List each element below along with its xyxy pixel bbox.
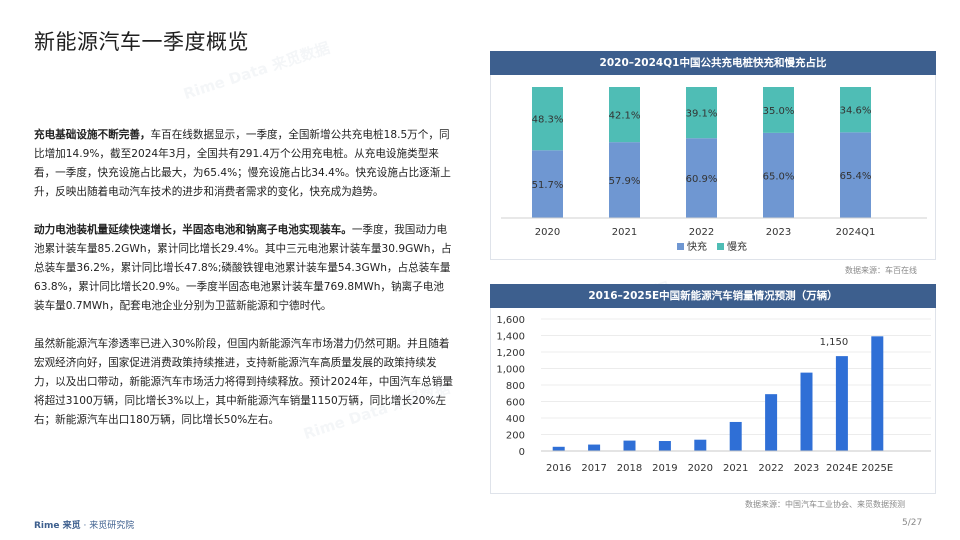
x-tick-label: 2020: [535, 227, 560, 238]
chart-sales-title: 2016–2025E中国新能源汽车销量情况预测（万辆）: [490, 284, 936, 308]
chart-sales-forecast: 0 200 400 600 800 1,000 1,200 1,400 1,600 2016 201…: [496, 315, 931, 474]
paragraph-body: 虽然新能源汽车渗透率已进入30%阶段，但国内新能源汽车市场潜力仍然可期。并且随着…: [34, 338, 453, 426]
x-tick-label: 2017: [581, 463, 606, 474]
chart-charging-panel: 51.7% 48.3% 2020 57.9% 42.1% 2021 60.9% 39.1% 20…: [490, 75, 936, 260]
bar-slow-charge: [609, 87, 640, 143]
chart-sales-source: 数据来源：中国汽车工业协会、来觅数据预测: [745, 500, 905, 509]
legend-swatch-slow: [717, 243, 724, 250]
x-tick-label: 2021: [612, 227, 637, 238]
bar-fast-charge: [532, 150, 563, 218]
paragraph-body: 一季度，我国动力电池累计装车量85.2GWh，累计同比增长29.4%。其中三元电…: [34, 224, 452, 312]
bar-sales: [729, 421, 742, 451]
x-tick-label: 2022: [758, 463, 783, 474]
bar-slow-charge: [763, 87, 794, 133]
bar-sales: [694, 439, 707, 451]
x-tick-label: 2022: [689, 227, 714, 238]
bar-fast-charge: [686, 138, 717, 218]
y-tick-label: 1,400: [496, 332, 525, 343]
y-tick-label: 400: [506, 414, 525, 425]
chart-sales-panel: 0 200 400 600 800 1,000 1,200 1,400 1,600 2016 201…: [490, 308, 936, 494]
y-tick-label: 0: [519, 447, 525, 458]
y-tick-label: 600: [506, 398, 525, 409]
bar-sales: [871, 336, 884, 451]
bar-sales: [588, 444, 601, 451]
x-tick-label: 2016: [546, 463, 571, 474]
chart-charging-source: 数据来源：车百在线: [845, 266, 917, 275]
bar-slow-charge: [686, 87, 717, 139]
x-tick-label: 2023: [794, 463, 819, 474]
x-tick-label: 2023: [766, 227, 791, 238]
x-tick-label: 2020: [688, 463, 713, 474]
legend-swatch-fast: [677, 243, 684, 250]
footer-institute: 来觅研究院: [89, 521, 135, 531]
page-number: 5/27: [902, 518, 923, 528]
x-tick-label: 2025E: [861, 463, 893, 474]
y-tick-label: 200: [506, 431, 525, 442]
paragraph-battery: 动力电池装机量延续快速增长，半固态电池和钠离子电池实现装车。一季度，我国动力电池…: [34, 221, 454, 316]
data-label-slow: 35.0%: [763, 106, 795, 117]
y-tick-label: 1,200: [496, 348, 525, 359]
data-label-slow: 42.1%: [609, 111, 641, 122]
paragraph-lead: 动力电池装机量延续快速增长，半固态电池和钠离子电池实现装车。: [34, 224, 352, 236]
data-label-fast: 51.7%: [532, 180, 564, 191]
y-tick-label: 800: [506, 381, 525, 392]
data-label-fast: 60.9%: [686, 174, 718, 185]
chart-charging-ratio: 51.7% 48.3% 2020 57.9% 42.1% 2021 60.9% 39.1% 20…: [501, 87, 927, 253]
data-label-slow: 39.1%: [686, 109, 718, 120]
paragraph-charging: 充电基础设施不断完善，车百在线数据显示，一季度，全国新增公共充电桩18.5万个，…: [34, 126, 454, 202]
bar-fast-charge: [840, 132, 871, 218]
data-label-slow: 48.3%: [532, 115, 564, 126]
legend-label-fast: 快充: [687, 240, 707, 253]
bar-sales: [623, 440, 636, 451]
x-tick-label: 2018: [617, 463, 642, 474]
bar-slow-charge: [532, 87, 563, 151]
bar-slow-charge: [840, 87, 871, 133]
x-tick-label: 2021: [723, 463, 748, 474]
x-tick-label: 2019: [652, 463, 677, 474]
footer-brand: Rime 来觅: [34, 521, 81, 531]
y-tick-label: 1,600: [496, 315, 525, 326]
bar-sales: [765, 394, 778, 451]
bar-sales: [658, 441, 671, 451]
x-tick-label: 2024E: [826, 463, 858, 474]
legend-label-slow: 慢充: [727, 240, 747, 253]
bar-sales: [835, 356, 848, 451]
bar-fast-charge: [609, 142, 640, 218]
bar-sales: [800, 372, 813, 451]
data-label-fast: 65.0%: [763, 171, 795, 182]
chart-charging-title: 2020–2024Q1中国公共充电桩快充和慢充占比: [490, 51, 936, 75]
footer-logo: Rime 来觅 · 来觅研究院: [34, 518, 134, 531]
x-tick-label: 2024Q1: [836, 227, 876, 238]
data-label-slow: 34.6%: [840, 106, 872, 117]
paragraph-body: 车百在线数据显示，一季度，全国新增公共充电桩18.5万个，同比增加14.9%，截…: [34, 129, 451, 198]
body-text: 充电基础设施不断完善，车百在线数据显示，一季度，全国新增公共充电桩18.5万个，…: [34, 126, 454, 449]
bar-fast-charge: [763, 132, 794, 218]
bar-sales: [552, 446, 565, 451]
data-label-fast: 65.4%: [840, 171, 872, 182]
y-tick-label: 1,000: [496, 365, 525, 376]
footer-separator: ·: [80, 521, 90, 531]
data-label-fast: 57.9%: [609, 176, 641, 187]
paragraph-outlook: 虽然新能源汽车渗透率已进入30%阶段，但国内新能源汽车市场潜力仍然可期。并且随着…: [34, 335, 454, 430]
paragraph-lead: 充电基础设施不断完善，: [34, 129, 151, 141]
page-title: 新能源汽车一季度概览: [34, 30, 249, 54]
data-label-sales: 1,150: [820, 337, 849, 348]
